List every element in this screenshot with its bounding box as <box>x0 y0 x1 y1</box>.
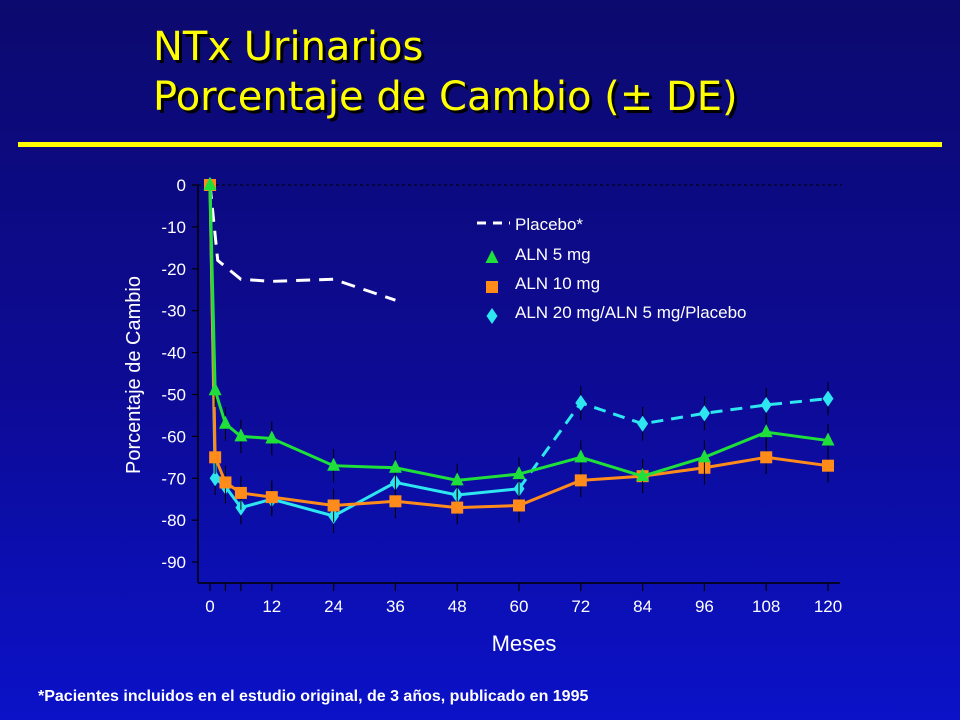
x-tick-label: 12 <box>262 597 281 616</box>
aln20-point <box>698 405 710 422</box>
x-tick-label: 60 <box>510 597 529 616</box>
series-line-aln20-dashed <box>517 397 829 490</box>
aln5-point <box>203 177 217 190</box>
x-tick-label: 108 <box>752 597 780 616</box>
title-underline <box>18 142 942 147</box>
y-tick-label: -90 <box>161 553 186 572</box>
footnote: *Pacientes incluidos en el estudio origi… <box>38 688 589 705</box>
aln20-point <box>822 390 834 407</box>
x-tick-label: 72 <box>571 597 590 616</box>
x-tick-label: 96 <box>695 597 714 616</box>
aln5-point <box>697 449 711 463</box>
aln10-point <box>574 474 587 487</box>
series-group <box>203 177 835 533</box>
aln10-point <box>234 486 247 499</box>
x-tick-label: 48 <box>448 597 467 616</box>
aln5-point <box>450 472 464 486</box>
x-tick-label: 36 <box>386 597 405 616</box>
aln5-point <box>512 466 526 480</box>
legend-label: ALN 10 mg <box>515 274 600 293</box>
aln5-point <box>388 459 402 473</box>
aln20-point <box>575 394 587 411</box>
y-axis-label: Porcentaje de Cambio <box>123 276 145 474</box>
legend-marker-aln20 <box>486 308 498 324</box>
aln5-point <box>218 415 232 429</box>
aln20-point <box>637 415 649 432</box>
legend-label: ALN 20 mg/ALN 5 mg/Placebo <box>515 303 747 322</box>
x-tick-label: 84 <box>633 597 652 616</box>
aln5-point <box>574 449 588 463</box>
y-tick-label: -50 <box>161 385 186 404</box>
aln10-point <box>209 451 222 464</box>
title-line-2: Porcentaje de Cambio (± DE) <box>153 74 738 120</box>
aln10-point <box>822 459 834 472</box>
aln5-point <box>208 382 222 396</box>
aln10-point <box>760 451 773 464</box>
y-tick-label: -10 <box>161 218 186 237</box>
title-line-1: NTx Urinarios <box>153 24 424 70</box>
aln20-point <box>760 396 772 413</box>
legend-label: ALN 5 mg <box>515 245 591 264</box>
y-tick-label: -80 <box>161 511 186 530</box>
x-tick-label: 0 <box>205 597 214 616</box>
y-tick-label: -30 <box>161 302 186 321</box>
aln5-point <box>265 430 279 444</box>
aln10-point <box>219 476 232 489</box>
y-tick-label: 0 <box>177 176 186 195</box>
aln20-point <box>209 470 221 487</box>
legend-marker-aln10 <box>486 281 498 293</box>
aln5-point <box>234 428 248 442</box>
series-line-placebo <box>208 184 396 302</box>
aln10-point <box>389 495 402 508</box>
legend-marker-aln5 <box>485 250 499 263</box>
aln5-point <box>759 424 773 438</box>
axes: 0 -10 -20 -30 -40 -50 -60 -70 -80 -90 0 12 24 36 48 60 7… <box>161 176 842 616</box>
legend-label: Placebo* <box>515 215 583 234</box>
aln10-point <box>265 491 278 504</box>
aln10-point <box>513 499 525 512</box>
y-tick-label: -70 <box>161 469 186 488</box>
legend: Placebo* ALN 5 mg ALN 10 mg ALN 20 mg/ALN 5… <box>477 215 747 324</box>
x-tick-label: 120 <box>814 597 842 616</box>
x-tick-label: 24 <box>324 597 343 616</box>
y-tick-label: -60 <box>161 427 186 446</box>
y-tick-label: -40 <box>161 344 186 363</box>
aln10-point <box>451 501 464 514</box>
aln5-point <box>327 457 341 471</box>
aln10-point <box>327 499 340 512</box>
aln5-point <box>636 468 650 482</box>
y-tick-label: -20 <box>161 260 186 279</box>
aln5-point <box>821 432 835 446</box>
chart-title: NTx Urinarios Porcentaje de Cambio (± DE… <box>153 22 738 122</box>
x-axis-label: Meses <box>492 631 557 656</box>
